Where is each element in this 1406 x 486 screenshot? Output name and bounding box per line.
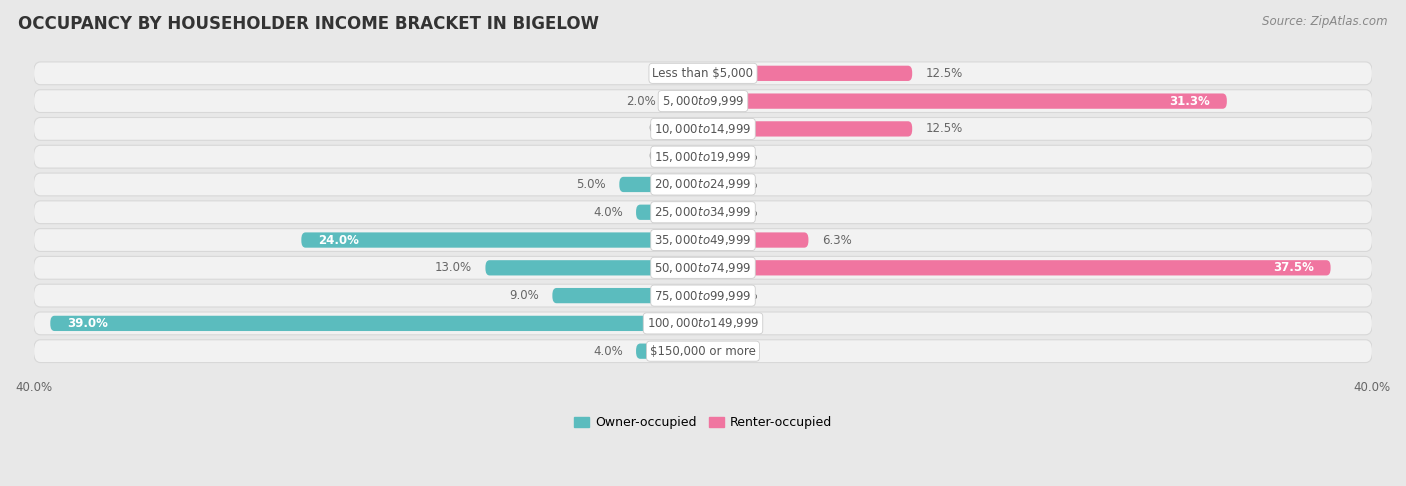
Text: 0.0%: 0.0% [728, 289, 758, 302]
FancyBboxPatch shape [34, 173, 1372, 196]
FancyBboxPatch shape [636, 344, 703, 359]
Text: 13.0%: 13.0% [434, 261, 472, 274]
Text: 31.3%: 31.3% [1170, 95, 1211, 107]
Text: 0.0%: 0.0% [648, 122, 678, 136]
Text: $75,000 to $99,999: $75,000 to $99,999 [654, 289, 752, 303]
FancyBboxPatch shape [636, 205, 703, 220]
Text: 24.0%: 24.0% [318, 234, 359, 246]
FancyBboxPatch shape [34, 118, 1372, 140]
Text: 4.0%: 4.0% [593, 345, 623, 358]
Text: 6.3%: 6.3% [823, 234, 852, 246]
FancyBboxPatch shape [703, 122, 912, 137]
FancyBboxPatch shape [51, 316, 703, 331]
FancyBboxPatch shape [34, 228, 1372, 251]
Text: $25,000 to $34,999: $25,000 to $34,999 [654, 205, 752, 219]
Text: $20,000 to $24,999: $20,000 to $24,999 [654, 177, 752, 191]
Text: 37.5%: 37.5% [1272, 261, 1313, 274]
Text: 12.5%: 12.5% [925, 67, 963, 80]
Text: 5.0%: 5.0% [576, 178, 606, 191]
FancyBboxPatch shape [34, 257, 1372, 279]
Text: 0.0%: 0.0% [728, 178, 758, 191]
FancyBboxPatch shape [34, 145, 1372, 168]
Legend: Owner-occupied, Renter-occupied: Owner-occupied, Renter-occupied [568, 411, 838, 434]
FancyBboxPatch shape [619, 177, 703, 192]
Text: $100,000 to $149,999: $100,000 to $149,999 [647, 316, 759, 330]
FancyBboxPatch shape [34, 340, 1372, 363]
FancyBboxPatch shape [34, 284, 1372, 307]
Text: $15,000 to $19,999: $15,000 to $19,999 [654, 150, 752, 164]
Text: 0.0%: 0.0% [728, 150, 758, 163]
Text: 2.0%: 2.0% [627, 95, 657, 107]
Text: 0.0%: 0.0% [728, 345, 758, 358]
FancyBboxPatch shape [485, 260, 703, 276]
Text: $10,000 to $14,999: $10,000 to $14,999 [654, 122, 752, 136]
FancyBboxPatch shape [703, 232, 808, 248]
FancyBboxPatch shape [34, 201, 1372, 224]
Text: $150,000 or more: $150,000 or more [650, 345, 756, 358]
FancyBboxPatch shape [703, 93, 1227, 109]
Text: 0.0%: 0.0% [728, 206, 758, 219]
Text: 39.0%: 39.0% [67, 317, 108, 330]
Text: 0.0%: 0.0% [648, 67, 678, 80]
FancyBboxPatch shape [703, 260, 1330, 276]
Text: 12.5%: 12.5% [925, 122, 963, 136]
Text: Source: ZipAtlas.com: Source: ZipAtlas.com [1263, 15, 1388, 28]
FancyBboxPatch shape [34, 90, 1372, 112]
FancyBboxPatch shape [669, 93, 703, 109]
Text: OCCUPANCY BY HOUSEHOLDER INCOME BRACKET IN BIGELOW: OCCUPANCY BY HOUSEHOLDER INCOME BRACKET … [18, 15, 599, 33]
FancyBboxPatch shape [553, 288, 703, 303]
FancyBboxPatch shape [301, 232, 703, 248]
Text: Less than $5,000: Less than $5,000 [652, 67, 754, 80]
Text: $50,000 to $74,999: $50,000 to $74,999 [654, 261, 752, 275]
FancyBboxPatch shape [703, 66, 912, 81]
Text: 4.0%: 4.0% [593, 206, 623, 219]
Text: 9.0%: 9.0% [509, 289, 538, 302]
FancyBboxPatch shape [34, 62, 1372, 85]
Text: 0.0%: 0.0% [648, 150, 678, 163]
FancyBboxPatch shape [34, 312, 1372, 335]
Text: $5,000 to $9,999: $5,000 to $9,999 [662, 94, 744, 108]
Text: $35,000 to $49,999: $35,000 to $49,999 [654, 233, 752, 247]
Text: 0.0%: 0.0% [728, 317, 758, 330]
